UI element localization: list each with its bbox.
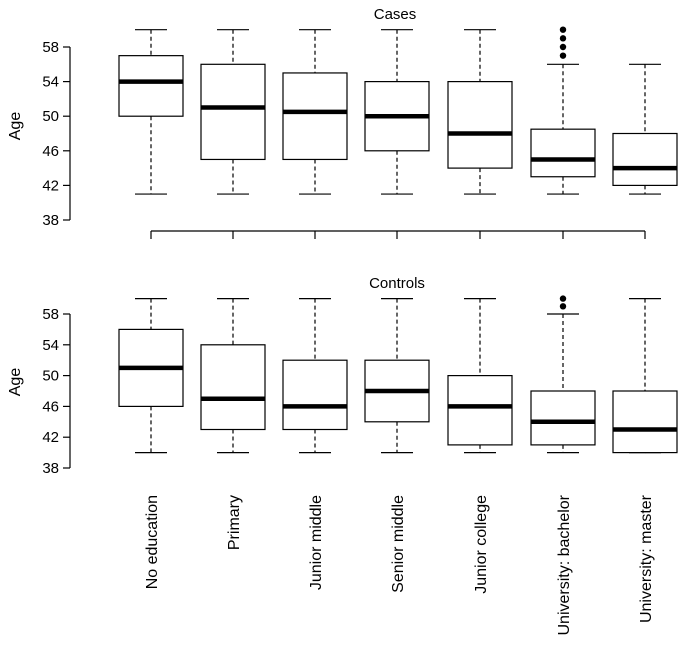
cases-box-primary xyxy=(200,29,266,195)
cases-panel: Cases Age 38 42 46 50 54 58 xyxy=(7,6,678,239)
controls-y-tick-label-54: 54 xyxy=(42,337,59,354)
controls-y-tick-label-42: 42 xyxy=(42,429,59,446)
cases-y-tick-label-58: 58 xyxy=(42,39,59,56)
category-label-university-master: University: master xyxy=(638,494,655,623)
cases-outlier-university-bachelor-1 xyxy=(559,43,567,51)
cases-box-university-master xyxy=(612,63,678,195)
controls-y-axis-title: Age xyxy=(7,368,24,397)
controls-box-university-bachelor xyxy=(530,295,596,454)
controls-iqr-box-university-master xyxy=(612,390,678,454)
controls-y-tick-label-46: 46 xyxy=(42,398,59,415)
cases-y-tick-label-42: 42 xyxy=(42,177,59,194)
controls-iqr-box-junior-college xyxy=(447,375,513,446)
controls-panel: Controls Age 38 42 46 50 54 58 xyxy=(7,275,678,477)
controls-box-primary xyxy=(200,298,266,454)
cases-x-axis xyxy=(150,230,646,239)
cases-y-axis-title: Age xyxy=(7,112,24,141)
cases-iqr-box-university-bachelor xyxy=(530,128,596,178)
cases-box-senior-middle xyxy=(364,29,430,195)
category-labels: No education Primary Junior middle Senior m… xyxy=(144,494,655,635)
cases-y-tick-label-50: 50 xyxy=(42,108,59,125)
controls-box-university-master xyxy=(612,298,678,454)
category-label-university-bachelor: University: bachelor xyxy=(556,494,573,635)
category-label-junior-college: Junior college xyxy=(473,495,490,594)
cases-outlier-university-bachelor-2 xyxy=(559,35,567,42)
controls-y-tick-label-38: 38 xyxy=(42,460,59,477)
controls-box-junior-college xyxy=(447,298,513,454)
category-label-senior-middle: Senior middle xyxy=(390,495,407,593)
cases-y-tick-label-38: 38 xyxy=(42,212,59,229)
cases-iqr-box-junior-middle xyxy=(282,72,348,161)
controls-box-junior-middle xyxy=(282,298,348,454)
cases-box-university-bachelor xyxy=(530,26,596,195)
controls-box-senior-middle xyxy=(364,298,430,454)
cases-outlier-university-bachelor-0 xyxy=(559,52,567,59)
cases-boxes xyxy=(118,26,678,195)
cases-iqr-box-no-education xyxy=(118,55,184,117)
controls-outlier-university-bachelor-1 xyxy=(559,295,567,302)
controls-box-no-education xyxy=(118,298,184,454)
cases-outlier-university-bachelor-3 xyxy=(559,26,567,33)
cases-panel-title: Cases xyxy=(374,6,417,23)
controls-y-axis: 38 42 46 50 54 58 xyxy=(42,306,71,477)
cases-iqr-box-university-master xyxy=(612,132,678,187)
cases-box-junior-college xyxy=(447,29,513,195)
category-label-primary: Primary xyxy=(226,495,243,550)
controls-boxes xyxy=(118,295,678,454)
controls-y-tick-label-58: 58 xyxy=(42,306,59,323)
cases-y-tick-label-46: 46 xyxy=(42,143,59,160)
cases-box-junior-middle xyxy=(282,29,348,195)
controls-iqr-box-junior-middle xyxy=(282,359,348,431)
category-label-junior-middle: Junior middle xyxy=(308,495,325,590)
controls-iqr-box-primary xyxy=(200,344,266,431)
controls-outlier-university-bachelor-0 xyxy=(559,303,567,310)
cases-box-no-education xyxy=(118,29,184,195)
cases-y-axis: 38 42 46 50 54 58 xyxy=(42,39,71,229)
cases-y-tick-label-54: 54 xyxy=(42,74,59,91)
controls-y-tick-label-50: 50 xyxy=(42,368,59,385)
cases-iqr-box-primary xyxy=(200,63,266,161)
category-label-no-education: No education xyxy=(144,495,161,589)
controls-iqr-box-university-bachelor xyxy=(530,390,596,446)
cases-iqr-box-junior-college xyxy=(447,80,513,169)
controls-panel-title: Controls xyxy=(369,275,425,292)
